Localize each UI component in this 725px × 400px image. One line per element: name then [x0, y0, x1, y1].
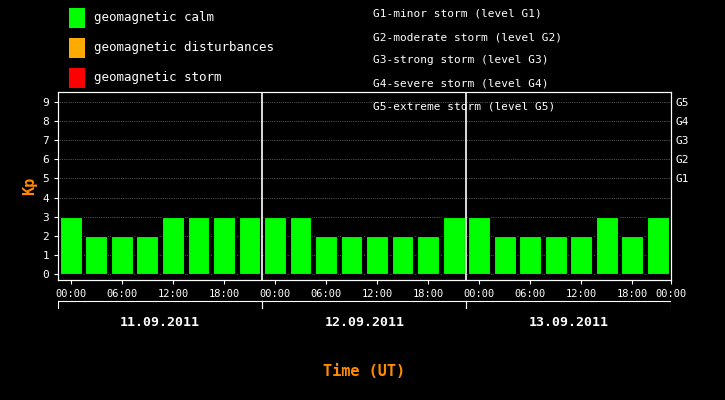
Bar [621, 236, 643, 274]
Text: geomagnetic storm: geomagnetic storm [94, 72, 221, 84]
Bar [264, 217, 286, 274]
Text: 13.09.2011: 13.09.2011 [529, 316, 608, 329]
Bar [519, 236, 541, 274]
Bar [136, 236, 158, 274]
Bar [162, 217, 183, 274]
Bar [443, 217, 465, 274]
Text: G1-minor storm (level G1): G1-minor storm (level G1) [373, 9, 542, 19]
Bar [494, 236, 515, 274]
Bar [571, 236, 592, 274]
Bar [341, 236, 362, 274]
Bar [188, 217, 210, 274]
Text: 11.09.2011: 11.09.2011 [120, 316, 200, 329]
Text: geomagnetic calm: geomagnetic calm [94, 12, 214, 24]
Bar [647, 217, 668, 274]
Bar [315, 236, 337, 274]
Text: geomagnetic disturbances: geomagnetic disturbances [94, 42, 273, 54]
Bar [239, 217, 260, 274]
Bar [418, 236, 439, 274]
Bar [60, 217, 82, 274]
Bar [290, 217, 311, 274]
Bar [596, 217, 618, 274]
Bar [545, 236, 567, 274]
Bar [213, 217, 235, 274]
Bar [366, 236, 388, 274]
Bar [111, 236, 133, 274]
Text: G3-strong storm (level G3): G3-strong storm (level G3) [373, 56, 549, 66]
Text: G4-severe storm (level G4): G4-severe storm (level G4) [373, 78, 549, 89]
Text: G2-moderate storm (level G2): G2-moderate storm (level G2) [373, 32, 563, 42]
Bar [392, 236, 413, 274]
Text: Time (UT): Time (UT) [323, 364, 405, 380]
Bar [86, 236, 107, 274]
Bar [468, 217, 490, 274]
Text: 12.09.2011: 12.09.2011 [324, 316, 405, 329]
Text: G5-extreme storm (level G5): G5-extreme storm (level G5) [373, 102, 555, 112]
Y-axis label: Kp: Kp [22, 177, 37, 195]
